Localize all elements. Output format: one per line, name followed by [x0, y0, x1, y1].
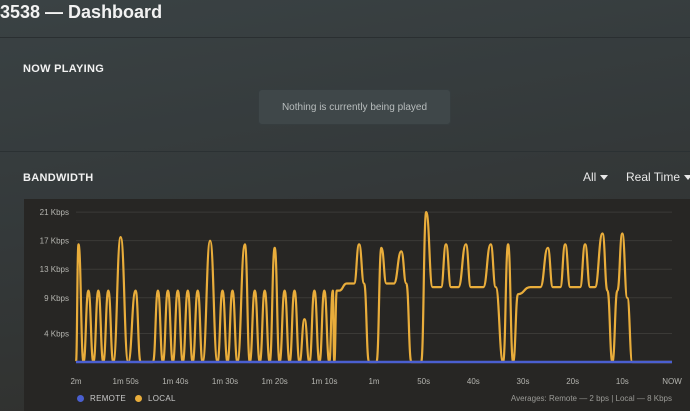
- bandwidth-heading: BANDWIDTH: [23, 172, 94, 184]
- bandwidth-timespan-dropdown[interactable]: Real Time: [626, 170, 690, 184]
- y-tick-label: 17 Kbps: [40, 237, 69, 246]
- local-dot-icon: [135, 395, 142, 402]
- y-tick-label: 9 Kbps: [44, 294, 69, 303]
- remote-dot-icon: [77, 395, 84, 402]
- chevron-down-icon: [684, 174, 690, 180]
- bandwidth-filter-dropdown[interactable]: All: [583, 170, 609, 184]
- bandwidth-timespan-label: Real Time: [626, 170, 681, 184]
- y-tick-label: 4 Kbps: [44, 329, 69, 338]
- x-tick-label: 1m 10s: [311, 377, 337, 386]
- x-tick-label: 20s: [566, 377, 579, 386]
- now-playing-empty-message: Nothing is currently being played: [281, 101, 428, 113]
- x-tick-label: 1m 20s: [262, 377, 288, 386]
- x-tick-label: 1m 50s: [113, 377, 139, 386]
- now-playing-heading: NOW PLAYING: [23, 63, 105, 75]
- page-title: 3538 — Dashboard: [0, 2, 163, 22]
- legend-remote[interactable]: REMOTE: [77, 394, 126, 403]
- x-tick-label: NOW: [662, 377, 682, 386]
- x-tick-label: 2m: [70, 377, 81, 386]
- title-divider: [0, 37, 690, 38]
- x-tick-label: 1m 30s: [212, 377, 238, 386]
- section-divider: [0, 151, 690, 152]
- x-tick-label: 1m: [368, 377, 379, 386]
- bandwidth-filter-label: All: [583, 170, 597, 184]
- legend-local-label: LOCAL: [148, 394, 176, 403]
- chevron-down-icon: [600, 174, 609, 180]
- x-tick-label: 1m 40s: [162, 377, 188, 386]
- x-tick-label: 50s: [417, 377, 430, 386]
- local-series-line: [74, 211, 672, 364]
- bandwidth-chart-svg: 4 Kbps 9 Kbps 13 Kbps 17 Kbps 21 Kbps 2m 1m 50…: [40, 208, 683, 386]
- bandwidth-averages: Averages: Remote — 2 bps | Local — 8 Kbp…: [510, 394, 672, 403]
- now-playing-empty-state: Nothing is currently being played: [258, 89, 451, 125]
- bandwidth-chart: 4 Kbps 9 Kbps 13 Kbps 17 Kbps 21 Kbps 2m 1m 50…: [24, 199, 690, 411]
- x-tick-label: 10s: [616, 377, 629, 386]
- legend-local[interactable]: LOCAL: [135, 394, 176, 403]
- legend-remote-label: REMOTE: [90, 394, 127, 403]
- y-tick-label: 21 Kbps: [40, 208, 69, 217]
- x-tick-label: 40s: [467, 377, 480, 386]
- x-tick-label: 30s: [517, 377, 530, 386]
- y-tick-label: 13 Kbps: [40, 265, 69, 274]
